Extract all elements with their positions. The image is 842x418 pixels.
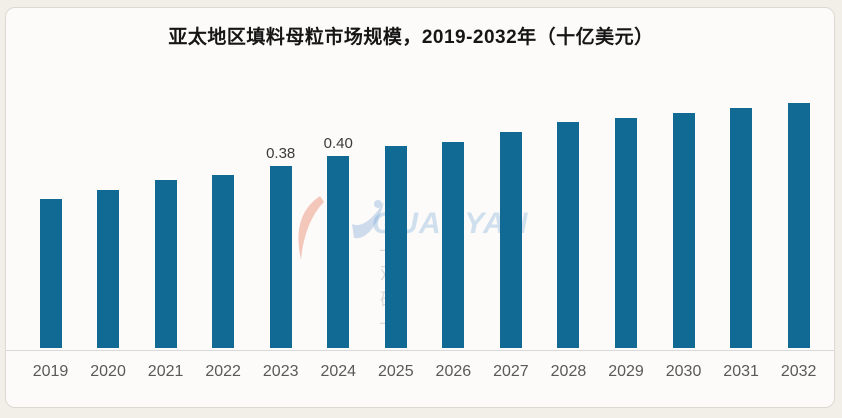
bar-2025: [384, 146, 407, 348]
chart-card: 亚太地区填料母粒市场规模，2019-2032年（十亿美元） GUANYAN — …: [5, 7, 835, 408]
x-tick-2028: 2028: [550, 363, 587, 380]
bar-2026: [442, 142, 465, 348]
x-axis-line: [6, 350, 834, 351]
bar-2019: [39, 199, 62, 348]
x-tick-2029: 2029: [608, 363, 644, 380]
x-tick-2023: 2023: [262, 363, 299, 380]
x-tick-2025: 2025: [378, 363, 414, 380]
x-tick-2019: 2019: [32, 363, 69, 380]
value-label-2024: 0.40: [323, 135, 353, 152]
x-tick-2022: 2022: [205, 363, 241, 380]
x-tick-2020: 2020: [90, 363, 126, 380]
x-tick-2031: 2031: [723, 363, 759, 380]
watermark-blue-swoosh-icon: [352, 200, 384, 239]
x-tick-2032: 2032: [780, 363, 817, 380]
bar-2027: [499, 132, 522, 348]
bar-2031: [730, 108, 753, 348]
bar-2028: [557, 122, 580, 348]
bar-2030: [672, 113, 695, 348]
x-tick-2026: 2026: [435, 363, 472, 380]
watermark-red-swoosh-icon: [298, 196, 324, 260]
x-tick-2024: 2024: [320, 363, 357, 380]
bar-2021: [154, 180, 177, 348]
bar-2023: [269, 166, 292, 348]
bar-2029: [615, 118, 637, 348]
x-tick-2027: 2027: [493, 363, 529, 380]
bar-2020: [97, 190, 120, 348]
value-label-2023: 0.38: [266, 145, 296, 162]
x-tick-2030: 2030: [665, 363, 702, 380]
chart-title: 亚太地区填料母粒市场规模，2019-2032年（十亿美元）: [168, 27, 654, 48]
x-tick-2021: 2021: [147, 363, 184, 380]
plot-area: GUANYAN — 观 研 — 201920202021202220232024…: [6, 8, 834, 407]
bar-2024: [327, 156, 350, 348]
bar-2022: [212, 175, 235, 348]
bar-2032: [787, 103, 810, 348]
